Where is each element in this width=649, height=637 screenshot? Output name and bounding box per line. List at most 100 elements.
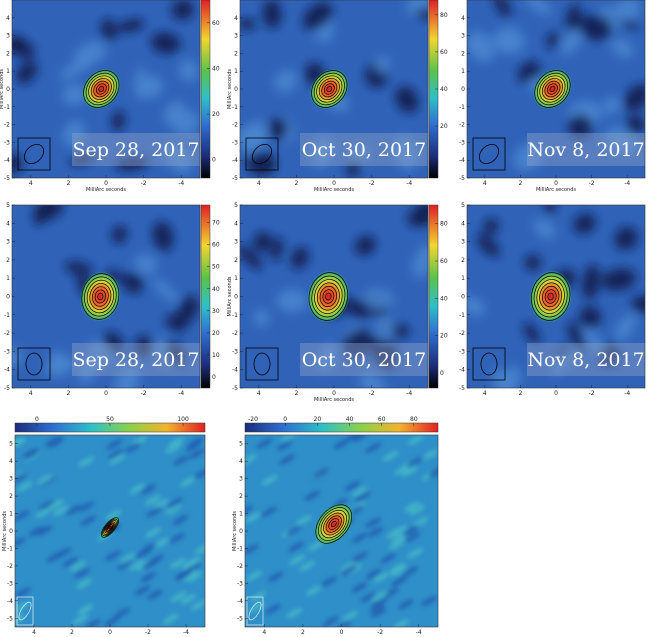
map-image bbox=[240, 205, 428, 388]
x-tick-label: -4 bbox=[178, 180, 184, 187]
y-tick-label: 0 bbox=[461, 86, 465, 93]
noise-blob bbox=[145, 527, 162, 538]
noise-blob bbox=[109, 453, 126, 465]
colorbar-tick-label: 0 bbox=[35, 416, 39, 423]
noise-blob bbox=[12, 35, 23, 54]
contour bbox=[323, 512, 345, 536]
beam-box bbox=[16, 596, 34, 626]
colorbar-tick-label: 100 bbox=[177, 416, 189, 423]
noise-blob bbox=[12, 348, 23, 368]
date-box bbox=[527, 133, 645, 166]
contour bbox=[100, 517, 120, 538]
noise bbox=[240, 0, 428, 178]
noise-blob bbox=[365, 442, 382, 454]
noise-blob bbox=[346, 159, 362, 178]
noise bbox=[467, 0, 645, 171]
x-tick-label: -2 bbox=[369, 390, 375, 397]
beam-box bbox=[17, 347, 51, 381]
noise-blob bbox=[15, 473, 27, 484]
noise-blob bbox=[69, 153, 95, 166]
x-tick-label: 2 bbox=[66, 390, 70, 397]
noise-blob bbox=[102, 331, 124, 353]
noise-blob bbox=[365, 517, 382, 528]
noise-blob bbox=[15, 437, 26, 449]
noise-blob bbox=[252, 232, 273, 253]
noise-blob bbox=[493, 369, 508, 388]
noise-blob bbox=[342, 610, 358, 622]
y-tick-label: -5 bbox=[232, 385, 238, 392]
noise-blob bbox=[45, 356, 74, 377]
noise-blob bbox=[140, 75, 163, 99]
noise-blob bbox=[100, 18, 117, 41]
x-tick-label: 0 bbox=[554, 180, 558, 187]
noise-blob bbox=[48, 437, 64, 448]
x-tick-label: 0 bbox=[108, 629, 112, 636]
beam-box bbox=[245, 347, 279, 381]
noise-blob bbox=[261, 155, 276, 174]
noise-blob bbox=[146, 506, 163, 518]
map-image bbox=[467, 0, 645, 178]
x-tick-label: 2 bbox=[70, 629, 74, 636]
y-tick-label: 0 bbox=[6, 294, 10, 301]
noise-blob bbox=[402, 566, 419, 577]
noise-blob bbox=[178, 60, 199, 81]
contour bbox=[315, 504, 353, 544]
contour bbox=[107, 524, 113, 531]
contour bbox=[94, 289, 107, 304]
y-tick-label: 1 bbox=[9, 511, 13, 518]
contour bbox=[539, 75, 566, 103]
noise-blob bbox=[16, 481, 33, 492]
y-tick-label: -2 bbox=[7, 563, 13, 570]
colorbar-tick-label: 50 bbox=[212, 264, 220, 271]
contour bbox=[530, 272, 571, 321]
noise-blob bbox=[389, 539, 405, 550]
noise-blob bbox=[28, 526, 45, 537]
colorbar-tick-label: 0 bbox=[283, 416, 287, 423]
noise-blob bbox=[134, 254, 158, 275]
contour bbox=[326, 86, 333, 92]
y-tick-label: 0 bbox=[9, 528, 13, 535]
contour bbox=[541, 78, 563, 100]
map-image bbox=[240, 0, 428, 178]
contour bbox=[97, 292, 104, 301]
noise-blob bbox=[194, 544, 205, 555]
noise-blob bbox=[62, 120, 85, 147]
source bbox=[307, 270, 350, 323]
colorbar-tick-label: 20 bbox=[212, 111, 220, 118]
x-tick-label: -4 bbox=[406, 180, 412, 187]
contour bbox=[102, 518, 118, 537]
date-label: Nov 8, 2017 bbox=[527, 139, 644, 161]
noise bbox=[245, 435, 438, 627]
noise-blob bbox=[279, 454, 296, 465]
noise-blob bbox=[391, 525, 408, 536]
contour bbox=[108, 525, 112, 530]
contour bbox=[83, 70, 120, 108]
y-tick-label: 1 bbox=[234, 68, 238, 75]
x-axis-label: MilliArc seconds bbox=[536, 187, 576, 193]
noise-blob bbox=[311, 136, 333, 168]
noise-blob bbox=[77, 359, 98, 383]
noise-blob bbox=[335, 620, 352, 627]
noise bbox=[15, 435, 205, 627]
contour bbox=[544, 80, 561, 98]
noise-blob bbox=[145, 495, 161, 506]
noise-blob bbox=[401, 466, 418, 477]
contour bbox=[544, 289, 557, 304]
y-tick-label: 3 bbox=[239, 476, 243, 483]
noise-blob bbox=[105, 509, 122, 521]
date-label: Sep 28, 2017 bbox=[72, 139, 199, 161]
colorbar-tick-label: 40 bbox=[440, 295, 448, 302]
x-tick-label: 0 bbox=[104, 180, 108, 187]
noise-blob bbox=[164, 143, 193, 174]
y-tick-label: 0 bbox=[239, 528, 243, 535]
noise-blob bbox=[605, 126, 637, 155]
contour bbox=[89, 283, 112, 310]
noise-blob bbox=[165, 340, 185, 367]
noise-blob bbox=[498, 26, 525, 53]
noise-blob bbox=[397, 599, 414, 610]
x-tick-label: 2 bbox=[301, 629, 305, 636]
x-tick-label: -4 bbox=[178, 390, 184, 397]
noise-blob bbox=[614, 313, 636, 342]
noise-blob bbox=[611, 38, 634, 58]
x-tick-label: 0 bbox=[554, 390, 558, 397]
